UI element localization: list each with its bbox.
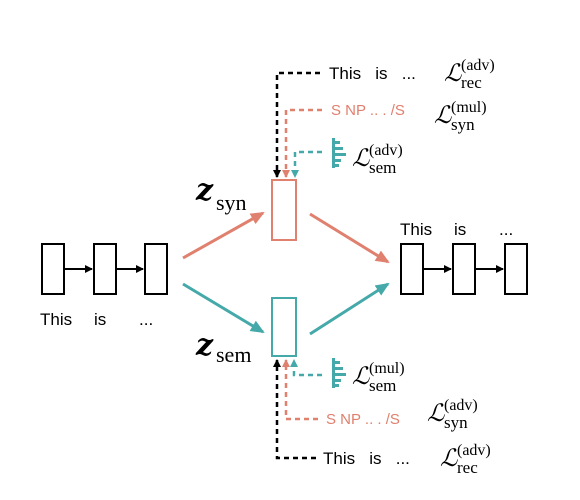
decoder: This is ...	[400, 220, 528, 295]
top-syn-text: S NP .. . /S	[331, 102, 405, 119]
z-syn-box	[271, 179, 297, 241]
svg-text:(adv): (adv)	[444, 397, 478, 414]
top-rec-dashed-arrow	[273, 71, 320, 178]
bottom-syn-loss: ℒ (adv) syn	[427, 397, 478, 432]
encoder: This is ...	[40, 243, 168, 329]
output-token-1: This	[400, 220, 432, 239]
svg-text:(adv): (adv)	[457, 442, 491, 459]
bottom-rec-text: This is ...	[323, 449, 410, 468]
svg-text:rec: rec	[461, 73, 482, 92]
svg-text:sem: sem	[216, 342, 251, 367]
top-rec-loss: ℒ (adv) rec	[444, 57, 495, 92]
top-syn-loss: ℒ (mul) syn	[434, 99, 487, 134]
svg-text:(adv): (adv)	[461, 57, 495, 74]
output-token-3: ...	[499, 220, 513, 239]
z-sem-box	[271, 297, 297, 357]
svg-text:(adv): (adv)	[369, 142, 403, 159]
encoder-to-zsem-arrow	[182, 282, 265, 334]
svg-text:ℒ: ℒ	[440, 444, 458, 472]
top-bow-histogram-icon	[332, 138, 346, 168]
bottom-syn-text: S NP .. . /S	[326, 411, 400, 428]
decoder-cell-2	[452, 243, 476, 295]
svg-text:z: z	[195, 328, 214, 363]
bottom-rec-dashed-arrow	[273, 359, 316, 460]
zsyn-to-decoder-arrow	[309, 212, 390, 264]
input-token-3: ...	[139, 310, 153, 329]
top-syn-dashed-arrow	[282, 108, 322, 178]
svg-text:rec: rec	[457, 458, 478, 477]
svg-text:(mul): (mul)	[369, 360, 405, 377]
svg-text:ℒ: ℒ	[352, 144, 370, 172]
decoder-cell-1	[400, 243, 424, 295]
bottom-sem-loss: ℒ (mul) sem	[352, 360, 405, 395]
zsem-to-decoder-arrow	[309, 282, 390, 336]
bottom-syn-dashed-arrow	[282, 359, 318, 421]
decoder-cell-3	[504, 243, 528, 295]
svg-text:ℒ: ℒ	[434, 101, 452, 129]
encoder-cell-2	[93, 243, 117, 295]
top-sem-loss: ℒ (adv) sem	[352, 142, 403, 177]
input-token-1: This	[40, 310, 72, 329]
svg-text:ℒ: ℒ	[352, 362, 370, 390]
encoder-cell-3	[144, 243, 168, 295]
output-token-2: is	[454, 220, 466, 239]
svg-text:syn: syn	[444, 413, 468, 432]
svg-text:ℒ: ℒ	[444, 59, 462, 87]
input-token-2: is	[94, 310, 106, 329]
svg-text:z: z	[195, 173, 214, 208]
svg-text:sem: sem	[369, 376, 396, 395]
bottom-rec-loss: ℒ (adv) rec	[440, 442, 491, 477]
svg-text:syn: syn	[451, 115, 475, 134]
z-sem-label: z sem	[195, 328, 251, 367]
svg-text:ℒ: ℒ	[427, 399, 445, 427]
svg-text:sem: sem	[369, 158, 396, 177]
z-syn-label: z syn	[195, 173, 247, 215]
bottom-bow-histogram-icon	[332, 358, 346, 388]
top-sem-dashed-arrow	[291, 150, 322, 178]
svg-text:(mul): (mul)	[451, 99, 487, 116]
top-rec-text: This is ...	[329, 64, 416, 83]
svg-text:syn: syn	[216, 190, 247, 215]
bottom-sem-dashed-arrow	[290, 359, 322, 377]
encoder-cell-1	[41, 243, 65, 295]
encoder-to-zsyn-arrow	[182, 211, 265, 260]
